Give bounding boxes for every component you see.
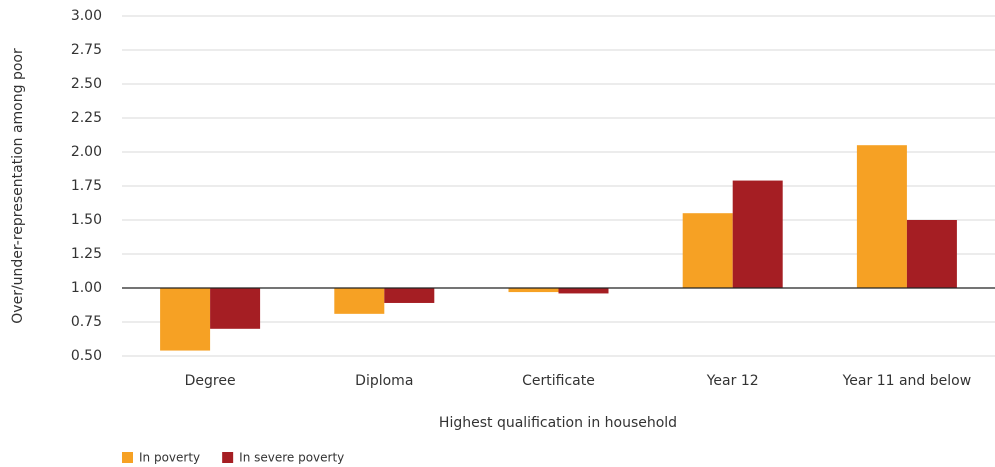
x-tick-label: Certificate	[522, 373, 595, 389]
y-tick-label: 1.25	[71, 246, 102, 262]
y-tick-label: 0.75	[71, 314, 102, 330]
x-tick-label: Diploma	[355, 373, 413, 389]
y-tick-label: 3.00	[71, 8, 102, 24]
legend-label: In severe poverty	[239, 451, 344, 465]
legend-swatch	[222, 452, 234, 463]
bar	[856, 145, 907, 288]
y-tick-label: 2.75	[71, 42, 102, 58]
y-tick-label: 1.75	[71, 178, 102, 194]
bar	[384, 288, 435, 303]
legend-swatch	[122, 452, 133, 463]
bar	[334, 288, 385, 314]
x-tick-label: Year 11 and below	[842, 373, 972, 389]
y-tick-label: 2.50	[71, 76, 102, 92]
bar	[210, 288, 261, 329]
bar	[160, 288, 211, 351]
bar	[508, 288, 559, 293]
bar	[906, 220, 957, 288]
x-tick-label: Degree	[185, 373, 236, 389]
y-tick-label: 2.25	[71, 110, 102, 126]
y-tick-label: 2.00	[71, 144, 102, 160]
y-tick-label: 1.50	[71, 212, 102, 228]
bar	[732, 180, 783, 288]
y-tick-label: 0.50	[71, 348, 102, 364]
y-tick-label: 1.00	[71, 280, 102, 296]
y-axis-title: Over/under-representation among poor	[10, 48, 26, 324]
legend-label: In poverty	[139, 451, 200, 465]
x-tick-label: Year 12	[706, 373, 759, 389]
bar	[682, 213, 733, 288]
x-axis-title: Highest qualification in household	[439, 415, 677, 431]
bar	[558, 288, 609, 294]
